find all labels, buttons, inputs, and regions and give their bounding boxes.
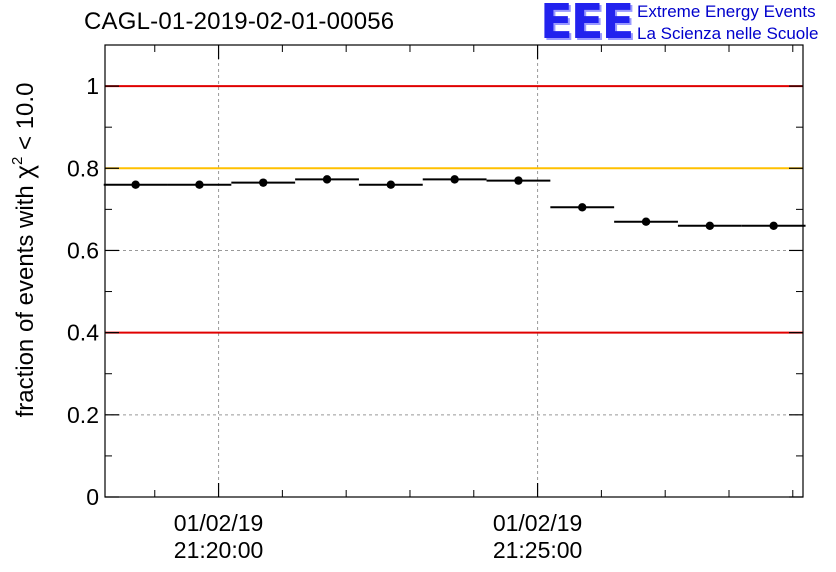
y-axis-label-tail: < 10.0 [12,83,39,157]
data-point-8 [641,217,651,226]
reference-lines [105,85,803,334]
y-tick-label-3: 0.6 [67,237,99,263]
svg-text:fraction of events with χ2 < 1: fraction of events with χ2 < 10.0 [9,83,39,418]
data-point-2 [259,178,268,187]
axes [104,44,804,498]
eee-logo-mark: EEE [540,0,634,50]
y-axis-label: fraction of events with χ2 < 10.0 [9,83,39,418]
x-tick-label-1-1: 21:25:00 [493,537,583,563]
data-point-6 [514,176,523,185]
data-point-9 [705,221,715,230]
x-tick-label-0-1: 21:20:00 [174,537,264,563]
y-axis-label-sup: 2 [9,157,26,165]
data-layer [103,175,806,230]
x-tick-label-0-0: 01/02/19 [174,510,264,536]
data-point-10 [769,221,778,230]
logo-subtitle-line1: Extreme Energy Events [637,2,816,21]
y-tick-label-0: 0 [86,484,99,510]
grid-layer [105,45,803,497]
chart-title: CAGL-01-2019-02-01-00056 [84,8,395,35]
data-point-7 [578,203,587,212]
tick-labels: 00.20.40.60.8101/02/1921:20:0001/02/1921… [67,73,582,563]
y-tick-label-2: 0.4 [67,320,99,346]
y-axis-label-main: fraction of events with [12,179,39,418]
x-tick-label-1-0: 01/02/19 [493,510,583,536]
data-point-3 [322,175,332,184]
data-point-5 [450,175,459,184]
y-axis-label-chi: χ [9,165,39,179]
data-point-1 [195,180,204,189]
y-tick-label-4: 0.8 [67,155,99,181]
y-tick-label-1: 0.2 [67,402,99,428]
logo-subtitle-line2: La Scienza nelle Scuole [637,24,819,43]
y-tick-label-5: 1 [86,73,99,99]
eee-logo: EEE Extreme Energy Events La Scienza nel… [540,0,830,50]
data-point-4 [386,180,396,189]
plot-frame [104,44,804,498]
data-point-0 [131,180,140,189]
